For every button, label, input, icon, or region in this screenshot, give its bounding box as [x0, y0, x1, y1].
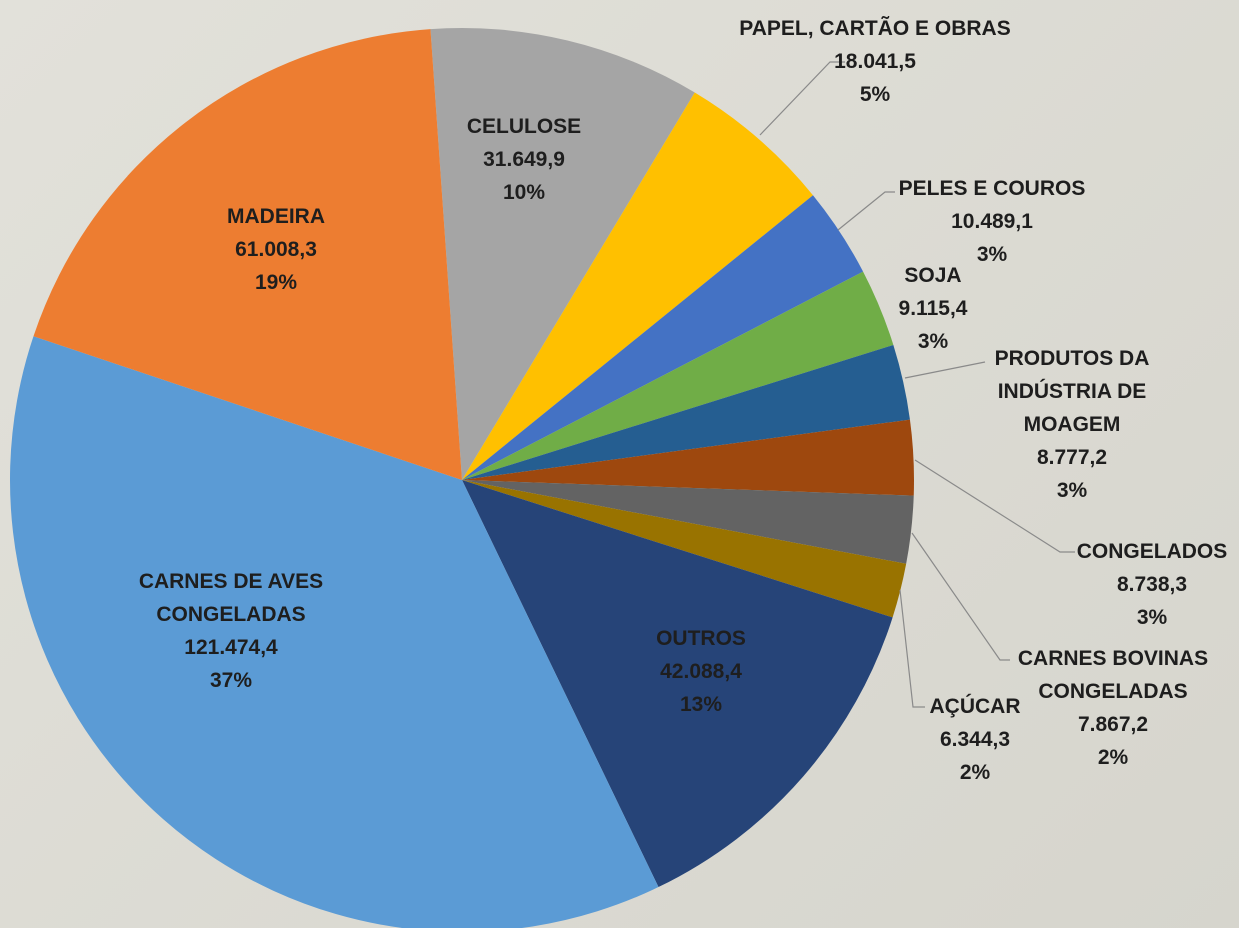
category-label: AÇÚCAR	[920, 690, 1030, 723]
value-label: 42.088,4	[631, 655, 771, 688]
percent-label: 19%	[201, 266, 351, 299]
value-label: 31.649,9	[444, 143, 604, 176]
leader-line	[912, 533, 1010, 660]
value-label: 121.474,4	[131, 631, 331, 664]
percent-label: 3%	[1062, 601, 1239, 634]
category-label: CONGELADOS	[1062, 535, 1239, 568]
percent-label: 5%	[715, 78, 1035, 111]
category-label: PELES E COUROS	[892, 172, 1092, 205]
value-label: 18.041,5	[715, 45, 1035, 78]
category-label: CARNES DE AVES CONGELADAS	[131, 565, 331, 631]
percent-label: 2%	[920, 756, 1030, 789]
value-label: 10.489,1	[892, 205, 1092, 238]
percent-label: 10%	[444, 176, 604, 209]
value-label: 9.115,4	[883, 292, 983, 325]
category-label: SOJA	[883, 259, 983, 292]
percent-label: 2%	[1003, 741, 1223, 774]
percent-label: 13%	[631, 688, 771, 721]
category-label: PAPEL, CARTÃO E OBRAS	[715, 12, 1035, 45]
leader-line	[838, 192, 895, 230]
value-label: 6.344,3	[920, 723, 1030, 756]
percent-label: 3%	[987, 474, 1157, 507]
value-label: 61.008,3	[201, 233, 351, 266]
value-label: 8.738,3	[1062, 568, 1239, 601]
percent-label: 37%	[131, 664, 331, 697]
category-label: OUTROS	[631, 622, 771, 655]
page: CELULOSE31.649,910% PAPEL, CARTÃO E OBRAS…	[0, 0, 1239, 928]
leader-line	[905, 362, 985, 378]
percent-label: 3%	[883, 325, 983, 358]
category-label: MADEIRA	[201, 200, 351, 233]
value-label: 7.867,2	[1003, 708, 1223, 741]
category-label: CELULOSE	[444, 110, 604, 143]
category-label: PRODUTOS DA INDÚSTRIA DE MOAGEM	[987, 342, 1157, 441]
value-label: 8.777,2	[987, 441, 1157, 474]
category-label: CARNES BOVINAS CONGELADAS	[1003, 642, 1223, 708]
